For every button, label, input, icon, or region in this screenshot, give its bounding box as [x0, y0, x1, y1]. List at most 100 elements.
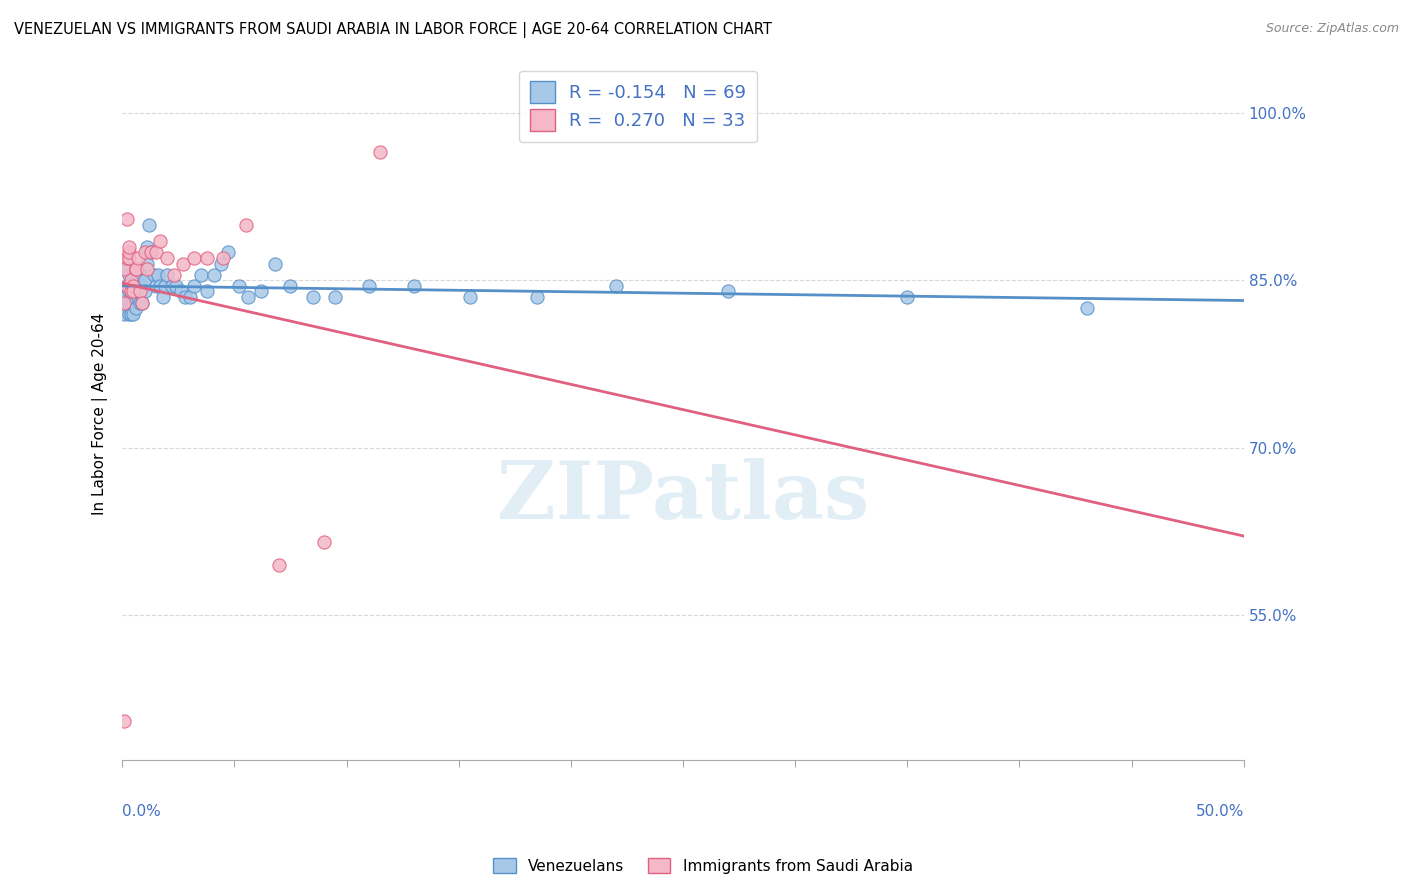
Point [122, 279, 145, 293]
Point [115, 212, 138, 227]
Point [114, 295, 136, 310]
Point [197, 285, 219, 299]
Point [129, 268, 152, 282]
Point [124, 262, 146, 277]
Point [120, 273, 142, 287]
Point [135, 240, 157, 254]
Point [174, 290, 197, 304]
Point [118, 240, 141, 254]
Point [402, 279, 425, 293]
Point [145, 245, 167, 260]
Point [131, 279, 153, 293]
Point [134, 285, 156, 299]
Point [197, 251, 219, 265]
Point [323, 290, 346, 304]
Point [127, 262, 149, 277]
Point [135, 257, 157, 271]
Point [122, 295, 145, 310]
Point [127, 279, 149, 293]
Point [236, 290, 259, 304]
Point [163, 268, 186, 282]
Point [156, 251, 179, 265]
Point [118, 295, 141, 310]
Point [263, 257, 285, 271]
Point [212, 251, 235, 265]
Y-axis label: In Labor Force | Age 20-64: In Labor Force | Age 20-64 [93, 313, 108, 516]
Point [169, 285, 191, 299]
Point [250, 285, 273, 299]
Point [124, 301, 146, 316]
Point [149, 235, 172, 249]
Point [145, 279, 167, 293]
Point [135, 262, 157, 277]
Point [122, 285, 145, 299]
Point [280, 279, 302, 293]
Point [202, 268, 225, 282]
Point [458, 290, 481, 304]
Point [302, 290, 325, 304]
Point [115, 295, 138, 310]
Text: VENEZUELAN VS IMMIGRANTS FROM SAUDI ARABIA IN LABOR FORCE | AGE 20-64 CORRELATIO: VENEZUELAN VS IMMIGRANTS FROM SAUDI ARAB… [14, 22, 772, 38]
Legend: R = -0.154   N = 69, R =  0.270   N = 33: R = -0.154 N = 69, R = 0.270 N = 33 [519, 70, 758, 142]
Point [114, 714, 136, 728]
Point [115, 279, 138, 293]
Point [235, 218, 257, 232]
Point [120, 290, 142, 304]
Point [172, 257, 194, 271]
Point [209, 257, 232, 271]
Point [122, 307, 145, 321]
Point [149, 279, 172, 293]
Point [114, 307, 136, 321]
Point [124, 285, 146, 299]
Point [115, 279, 138, 293]
Point [127, 290, 149, 304]
Point [314, 535, 336, 549]
Point [526, 290, 548, 304]
Point [118, 251, 141, 265]
Point [131, 295, 153, 310]
Point [122, 268, 145, 282]
Point [160, 279, 183, 293]
Point [134, 273, 156, 287]
Point [120, 279, 142, 293]
Point [217, 245, 239, 260]
Point [129, 285, 152, 299]
Point [115, 251, 138, 265]
Point [129, 295, 152, 310]
Point [228, 279, 250, 293]
Point [122, 290, 145, 304]
Point [269, 558, 291, 572]
Text: Source: ZipAtlas.com: Source: ZipAtlas.com [1265, 22, 1399, 36]
Point [129, 285, 152, 299]
Point [127, 251, 149, 265]
Point [141, 245, 163, 260]
Text: 50.0%: 50.0% [1195, 805, 1244, 819]
Point [183, 279, 205, 293]
Point [357, 279, 380, 293]
Point [118, 307, 141, 321]
Point [142, 268, 165, 282]
Point [141, 245, 163, 260]
Text: 0.0%: 0.0% [122, 805, 160, 819]
Point [153, 279, 176, 293]
Point [124, 273, 146, 287]
Point [114, 262, 136, 277]
Point [165, 279, 187, 293]
Text: ZIPatlas: ZIPatlas [496, 458, 869, 536]
Point [122, 279, 145, 293]
Point [114, 290, 136, 304]
Point [1076, 301, 1098, 316]
Point [605, 279, 627, 293]
Point [115, 262, 138, 277]
Point [120, 307, 142, 321]
Point [896, 290, 918, 304]
Point [717, 285, 740, 299]
Point [190, 268, 212, 282]
Point [118, 245, 141, 260]
Legend: Venezuelans, Immigrants from Saudi Arabia: Venezuelans, Immigrants from Saudi Arabi… [486, 852, 920, 880]
Point [138, 218, 160, 232]
Point [118, 285, 141, 299]
Point [120, 285, 142, 299]
Point [134, 245, 156, 260]
Point [183, 251, 205, 265]
